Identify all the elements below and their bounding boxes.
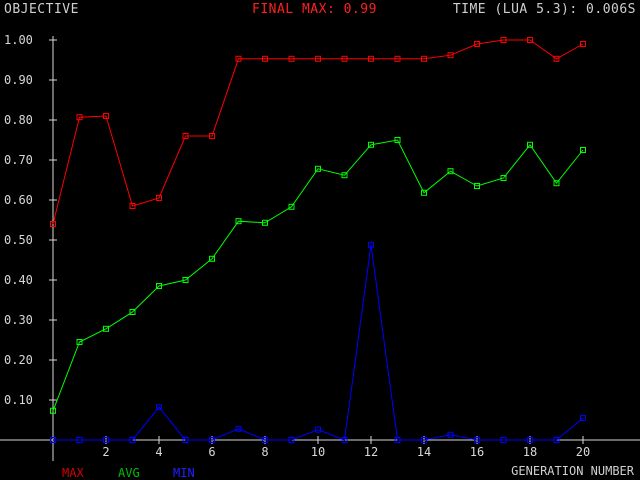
header-final-max: FINAL MAX: 0.99 bbox=[252, 2, 377, 17]
data-point-min bbox=[474, 437, 480, 443]
data-point-min bbox=[262, 437, 268, 443]
data-point-min bbox=[129, 437, 136, 443]
series-avg bbox=[50, 137, 586, 414]
data-point-avg bbox=[262, 219, 268, 226]
data-point-min bbox=[103, 437, 109, 443]
data-point-max bbox=[262, 55, 268, 62]
data-point-max bbox=[235, 55, 242, 62]
y-tick-label: 1.00 bbox=[4, 33, 33, 47]
x-tick-label: 14 bbox=[417, 445, 431, 459]
y-tick-label: 0.20 bbox=[4, 353, 33, 367]
header-objective-label: OBJECTIVE bbox=[4, 2, 79, 17]
data-point-max bbox=[103, 113, 109, 119]
data-point-max bbox=[76, 114, 83, 121]
x-tick-label: 2 bbox=[102, 445, 109, 459]
data-point-min bbox=[209, 437, 215, 443]
data-point-avg bbox=[129, 309, 136, 315]
data-point-max bbox=[50, 221, 56, 227]
series-min bbox=[50, 241, 586, 443]
data-point-avg bbox=[50, 407, 56, 414]
data-point-max bbox=[447, 52, 454, 59]
data-point-min bbox=[76, 437, 83, 443]
data-point-avg bbox=[288, 203, 295, 210]
x-tick-label: 16 bbox=[470, 445, 484, 459]
data-point-avg bbox=[553, 180, 560, 187]
data-point-min bbox=[500, 437, 507, 443]
y-tick-label: 0.80 bbox=[4, 113, 33, 127]
data-point-avg bbox=[527, 141, 533, 148]
data-point-min bbox=[235, 425, 242, 432]
x-tick-label: 10 bbox=[311, 445, 325, 459]
data-point-max bbox=[341, 55, 348, 62]
x-tick-label: 18 bbox=[523, 445, 537, 459]
y-tick-label: 0.70 bbox=[4, 153, 33, 167]
data-point-max bbox=[553, 55, 560, 62]
x-tick-label: 20 bbox=[576, 445, 590, 459]
data-point-max bbox=[580, 41, 586, 47]
y-tick-label: 0.30 bbox=[4, 313, 33, 327]
data-point-avg bbox=[421, 189, 427, 196]
data-point-avg bbox=[209, 255, 215, 262]
data-point-avg bbox=[235, 218, 242, 225]
data-point-avg bbox=[156, 283, 162, 289]
y-tick-label: 0.60 bbox=[4, 193, 33, 207]
data-point-avg bbox=[103, 325, 109, 332]
data-point-avg bbox=[500, 175, 507, 181]
data-point-max bbox=[474, 41, 480, 47]
y-tick-label: 0.10 bbox=[4, 393, 33, 407]
data-point-min bbox=[182, 437, 189, 443]
data-point-min bbox=[156, 404, 162, 411]
data-point-avg bbox=[394, 137, 401, 143]
legend-avg: AVG bbox=[118, 466, 140, 480]
data-point-min bbox=[394, 437, 401, 443]
data-point-min bbox=[553, 437, 560, 443]
data-point-max bbox=[500, 37, 507, 43]
data-point-avg bbox=[447, 168, 454, 175]
chart-axes: 0.10 0.20 0.30 0.40 0.50 0.60 0.70 0.80 0.90 1.00… bbox=[0, 33, 640, 461]
data-point-max bbox=[156, 195, 162, 201]
data-point-min bbox=[315, 426, 321, 433]
series-line-min bbox=[53, 244, 584, 441]
data-point-avg bbox=[474, 183, 480, 189]
data-point-max bbox=[368, 55, 374, 62]
data-point-min bbox=[447, 431, 454, 438]
x-tick-label: 6 bbox=[208, 445, 215, 459]
series-line-avg bbox=[52, 139, 584, 411]
data-point-avg bbox=[341, 172, 348, 179]
x-tick-label: 4 bbox=[155, 445, 162, 459]
data-point-avg bbox=[368, 141, 374, 148]
x-axis-label: GENERATION NUMBER bbox=[511, 464, 634, 478]
data-point-max bbox=[527, 37, 533, 43]
data-point-avg bbox=[76, 339, 83, 345]
data-point-min bbox=[368, 241, 374, 248]
data-point-max bbox=[288, 55, 295, 62]
header-time: TIME (LUA 5.3): 0.006S bbox=[452, 2, 636, 17]
y-tick-label: 0.90 bbox=[4, 73, 33, 87]
data-point-max bbox=[129, 203, 136, 209]
data-point-min bbox=[527, 437, 533, 443]
data-point-max bbox=[315, 55, 321, 62]
series-line-max bbox=[52, 39, 584, 225]
data-point-min bbox=[341, 437, 348, 443]
y-tick-label: 0.40 bbox=[4, 273, 33, 287]
series-max bbox=[50, 37, 586, 227]
data-point-max bbox=[182, 133, 189, 139]
data-point-max bbox=[421, 55, 427, 62]
data-point-max bbox=[394, 55, 401, 62]
legend-max: MAX bbox=[62, 466, 84, 480]
data-point-max bbox=[209, 133, 215, 139]
legend-min: MIN bbox=[173, 466, 195, 480]
x-tick-label: 8 bbox=[261, 445, 268, 459]
data-point-avg bbox=[182, 277, 189, 283]
data-point-min bbox=[50, 437, 56, 443]
data-point-min bbox=[288, 437, 295, 443]
data-point-avg bbox=[315, 165, 321, 172]
data-point-min bbox=[421, 437, 427, 443]
data-point-min bbox=[580, 415, 586, 421]
series-layer bbox=[50, 37, 586, 443]
y-tick-label: 0.50 bbox=[4, 233, 33, 247]
data-point-avg bbox=[580, 147, 586, 153]
x-tick-label: 12 bbox=[364, 445, 378, 459]
